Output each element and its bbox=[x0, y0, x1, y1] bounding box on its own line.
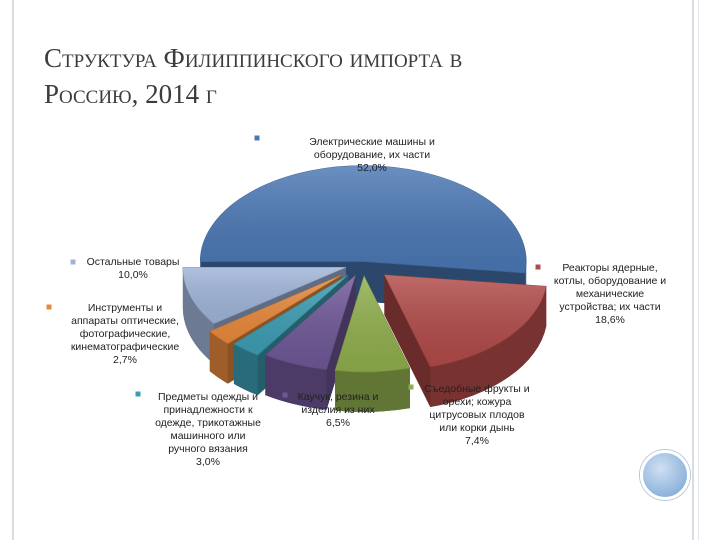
pie-slice-gloss bbox=[384, 274, 547, 367]
pie-slice-side bbox=[233, 343, 258, 396]
pie-category-label: Предметы одежды и bbox=[158, 391, 258, 403]
pie-slice-3 bbox=[264, 274, 357, 410]
pie-label-marker bbox=[535, 264, 541, 270]
pie-category-label: ручного вязания bbox=[168, 443, 248, 455]
slide-border-right bbox=[692, 0, 694, 540]
pie-label-marker bbox=[282, 392, 288, 398]
pie-label-marker bbox=[408, 384, 414, 390]
pie-category-label: цитрусовых плодов bbox=[429, 409, 525, 421]
pie-slice-wall-1 bbox=[384, 274, 431, 407]
pie-slice-1 bbox=[383, 274, 547, 407]
pie-value-label: 18,6% bbox=[595, 314, 625, 326]
pie-value-label: 52,0% bbox=[357, 162, 387, 174]
pie-value-label: 2,7% bbox=[113, 354, 137, 366]
pie-slice-side bbox=[335, 368, 410, 412]
pie-category-label: принадлежности к bbox=[163, 404, 253, 416]
pie-slice-gloss bbox=[209, 274, 342, 344]
pie-category-label: оборудование, их части bbox=[314, 149, 430, 161]
pie-slice-gloss bbox=[200, 165, 527, 274]
pie-category-label: устройства; их части bbox=[559, 301, 660, 313]
pie-category-label: кинематографические bbox=[71, 341, 179, 353]
pie-label-marker bbox=[135, 391, 141, 397]
pie-slice-side bbox=[430, 286, 547, 407]
pie-category-label: орехи; кожура bbox=[443, 396, 512, 408]
pie-category-label: Электрические машины и bbox=[309, 136, 435, 148]
pie-label-1: Реакторы ядерные,котлы, оборудование име… bbox=[535, 262, 666, 326]
pie-slice-side bbox=[209, 331, 228, 384]
pie-category-label: изделия из них bbox=[301, 404, 375, 416]
slide-nav-circle-icon[interactable] bbox=[640, 450, 690, 500]
pie-slice-side bbox=[182, 267, 214, 364]
pie-label-marker bbox=[254, 135, 260, 141]
pie-value-label: 7,4% bbox=[465, 435, 489, 447]
pie-category-label: котлы, оборудование и bbox=[554, 275, 666, 287]
pie-value-label: 10,0% bbox=[118, 269, 148, 281]
pie-category-label: Остальные товары bbox=[87, 256, 180, 268]
pie-category-label: или корки дынь bbox=[439, 422, 515, 434]
pie-slice-side bbox=[265, 355, 327, 410]
pie-slices bbox=[182, 165, 547, 412]
pie-slice-2 bbox=[334, 275, 411, 412]
pie-category-label: машинного или bbox=[171, 430, 246, 442]
pie-category-label: Каучук, резина и bbox=[298, 391, 379, 403]
pie-category-label: механические bbox=[576, 288, 644, 300]
pie-category-label: Реакторы ядерные, bbox=[562, 262, 657, 274]
pie-category-label: фотографические, bbox=[80, 328, 171, 340]
pie-slice-gloss bbox=[182, 267, 346, 324]
pie-category-label: аппараты оптические, bbox=[71, 315, 179, 327]
pie-value-label: 6,5% bbox=[326, 417, 350, 429]
pie-label-marker bbox=[70, 259, 76, 265]
pie-slice-wall-1 bbox=[233, 275, 348, 384]
pie-slice-gloss bbox=[335, 275, 410, 372]
slide-title-line-2: Россию, 2014 г bbox=[44, 79, 217, 109]
pie-category-label: одежде, трикотажные bbox=[155, 417, 261, 429]
slide-border-right-inner bbox=[698, 0, 699, 540]
pie-category-label: Инструменты и bbox=[88, 302, 162, 314]
pie-category-label: Съедобные фрукты и bbox=[424, 383, 529, 395]
slide-border-left bbox=[12, 0, 14, 540]
pie-value-label: 3,0% bbox=[196, 456, 220, 468]
slide-title: Структура Филиппинского импорта в Россию… bbox=[44, 40, 604, 112]
pie-label-marker bbox=[46, 304, 52, 310]
pie-slice-gloss bbox=[233, 275, 348, 356]
slide-title-line-1: Структура Филиппинского импорта в bbox=[44, 43, 463, 73]
pie-slice-gloss bbox=[265, 275, 356, 370]
